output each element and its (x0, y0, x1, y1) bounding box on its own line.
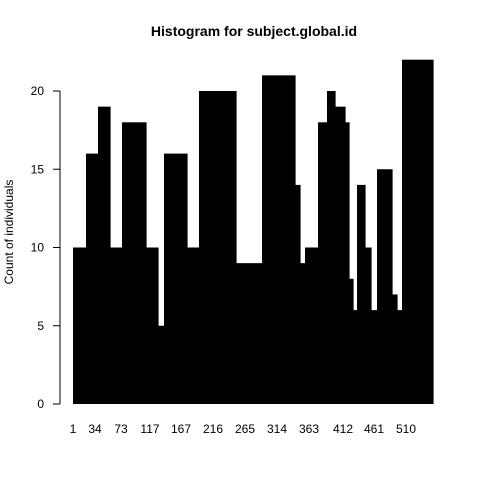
x-axis: 1 34 73 117 167 216 265 314 363 412 461 510 (70, 422, 417, 436)
histogram-bar (199, 91, 226, 404)
histogram-bar (164, 153, 188, 404)
histogram-bar (349, 278, 354, 404)
x-tick-label: 1 (70, 422, 77, 436)
histogram-bar (295, 184, 301, 404)
histogram-bar (110, 247, 123, 404)
x-tick-label: 510 (396, 422, 416, 436)
histogram-bar (262, 75, 277, 404)
histogram-bar (86, 153, 99, 404)
histogram-bar (357, 184, 366, 404)
histogram-bar (122, 122, 135, 405)
y-axis: 0 5 10 15 20 (31, 84, 61, 411)
histogram-bar (73, 247, 87, 404)
histogram-bar (402, 59, 434, 404)
histogram-bar (335, 106, 346, 405)
y-tick-label: 15 (31, 162, 45, 176)
bars-group (73, 59, 434, 405)
x-tick-label: 412 (333, 422, 353, 436)
y-tick-label: 0 (37, 397, 44, 411)
histogram-bar (397, 310, 403, 404)
histogram-bar (327, 91, 336, 404)
x-tick-label: 117 (140, 422, 159, 436)
histogram-bar (236, 263, 263, 404)
x-tick-label: 216 (203, 422, 223, 436)
histogram-bar (353, 310, 358, 404)
histogram-bar (371, 310, 378, 404)
y-tick-label: 20 (31, 84, 45, 98)
histogram-bar (300, 263, 306, 404)
histogram-bar (345, 122, 350, 405)
x-tick-label: 363 (299, 422, 319, 436)
chart-title: Histogram for subject.global.id (151, 23, 357, 39)
x-tick-label: 73 (114, 422, 128, 436)
histogram-bar (187, 247, 200, 404)
histogram-bar (276, 75, 296, 404)
y-tick-label: 5 (37, 319, 44, 333)
x-tick-label: 167 (171, 422, 191, 436)
x-tick-label: 34 (88, 422, 102, 436)
y-tick-label: 10 (31, 241, 45, 255)
histogram-bar (158, 325, 165, 404)
y-axis-label: Count of individuals (2, 180, 16, 285)
histogram-bar (146, 247, 159, 404)
histogram-bar (305, 247, 319, 404)
histogram-bar (98, 106, 111, 405)
x-tick-label: 265 (235, 422, 255, 436)
histogram-bar (134, 122, 147, 405)
histogram-bar (318, 122, 328, 405)
x-tick-label: 461 (364, 422, 384, 436)
histogram-bar (377, 169, 393, 404)
x-tick-label: 314 (267, 422, 287, 436)
histogram-bar (225, 91, 237, 404)
histogram-bar (392, 294, 398, 404)
histogram-bar (365, 247, 372, 404)
